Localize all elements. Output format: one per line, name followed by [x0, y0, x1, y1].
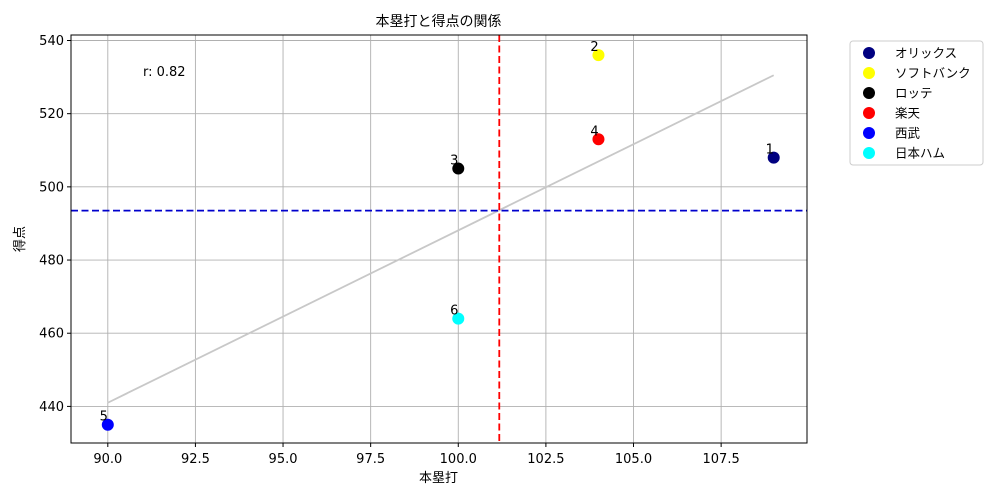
trend-line	[107, 74, 775, 404]
x-tick-label: 90.0	[93, 452, 122, 467]
point-number-label: 5	[100, 410, 108, 425]
data-point	[592, 49, 605, 62]
x-tick-label: 105.0	[615, 452, 652, 467]
legend-marker	[863, 147, 875, 159]
legend-label: ソフトバンク	[895, 66, 971, 81]
grid	[71, 35, 807, 443]
points	[101, 49, 780, 431]
legend-marker	[863, 47, 875, 59]
legend-label: ロッテ	[895, 86, 933, 101]
y-axis-title: 得点	[12, 226, 28, 252]
data-point	[452, 162, 465, 175]
x-tick-label: 95.0	[269, 452, 298, 467]
data-point	[452, 312, 465, 325]
legend-marker	[863, 107, 875, 119]
plot-frame	[70, 34, 808, 444]
legend-label: 日本ハム	[895, 146, 945, 161]
x-tick-label: 107.5	[703, 452, 740, 467]
x-axis-title: 本塁打	[419, 471, 458, 486]
legend-marker	[863, 87, 875, 99]
x-tick-label: 102.5	[527, 452, 564, 467]
legend-marker	[863, 67, 875, 79]
legend-box	[849, 40, 984, 166]
y-tick-label: 500	[39, 180, 64, 195]
point-number-label: 4	[590, 124, 598, 139]
x-tick-label: 97.5	[356, 452, 385, 467]
y-tick-label: 520	[39, 107, 64, 122]
point-number-label: 2	[590, 40, 598, 55]
correlation-text: r: 0.82	[143, 65, 186, 80]
point-labels: 1 2 3 4 5 6	[100, 40, 774, 425]
y-tick-label: 440	[39, 400, 64, 415]
legend-label: 楽天	[895, 106, 921, 121]
point-number-label: 6	[450, 304, 458, 319]
x-ticks: 90.0 92.5 95.0 97.5 100.0 102.5 105.0 107.5	[93, 443, 740, 467]
point-number-label: 1	[766, 143, 774, 158]
x-tick-label: 100.0	[440, 452, 477, 467]
legend-label: 西武	[895, 126, 921, 141]
y-tick-label: 460	[39, 327, 64, 342]
data-point	[101, 418, 114, 431]
y-tick-label: 540	[39, 34, 64, 49]
legend-marker	[863, 127, 875, 139]
legend-label: オリックス	[895, 46, 957, 61]
point-number-label: 3	[450, 154, 458, 169]
data-point	[767, 151, 780, 164]
y-ticks: 440 460 480 500 520 540	[39, 34, 71, 415]
data-point	[592, 133, 605, 146]
chart-title: 本塁打と得点の関係	[376, 13, 502, 30]
x-tick-label: 92.5	[181, 452, 210, 467]
y-tick-label: 480	[39, 254, 64, 269]
